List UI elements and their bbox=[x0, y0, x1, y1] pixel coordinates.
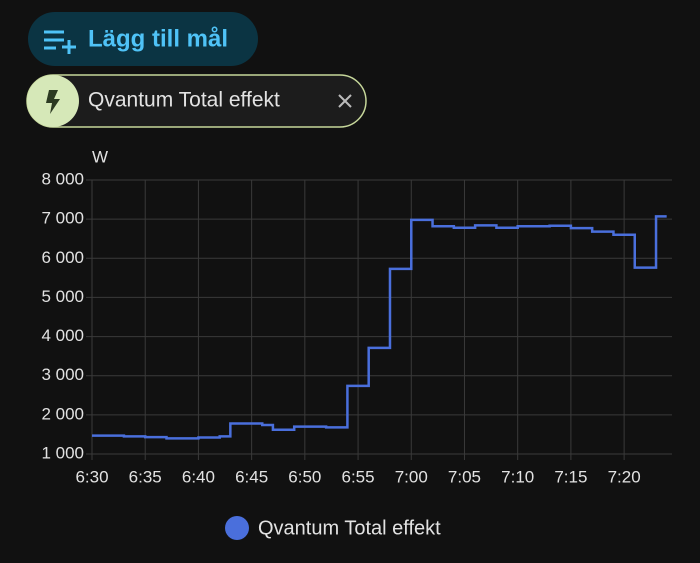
x-tick-label: 6:35 bbox=[129, 467, 162, 486]
x-tick-label: 6:40 bbox=[182, 467, 215, 486]
button-bg bbox=[28, 12, 258, 66]
chip-label: Qvantum Total effekt bbox=[88, 89, 280, 112]
x-tick-label: 7:10 bbox=[501, 467, 534, 486]
y-tick-label: 3 000 bbox=[41, 365, 84, 384]
x-tick-label: 7:05 bbox=[448, 467, 481, 486]
legend-label: Qvantum Total effekt bbox=[258, 517, 441, 539]
x-tick-label: 6:30 bbox=[75, 467, 108, 486]
y-tick-label: 1 000 bbox=[41, 443, 84, 462]
x-tick-label: 6:50 bbox=[288, 467, 321, 486]
legend-marker bbox=[225, 516, 249, 540]
y-tick-label: 7 000 bbox=[41, 209, 84, 228]
button-label: Lägg till mål bbox=[88, 25, 228, 52]
y-tick-label: 5 000 bbox=[41, 287, 84, 306]
bolt-icon bbox=[46, 90, 60, 114]
entity-chip[interactable]: Qvantum Total effekt bbox=[26, 74, 367, 128]
y-tick-label: 4 000 bbox=[41, 326, 84, 345]
x-tick-label: 6:45 bbox=[235, 467, 268, 486]
x-tick-label: 7:00 bbox=[395, 467, 428, 486]
y-tick-label: 8 000 bbox=[41, 169, 84, 188]
y-tick-label: 2 000 bbox=[41, 404, 84, 423]
y-axis-label: W bbox=[92, 147, 108, 166]
x-tick-label: 7:15 bbox=[554, 467, 587, 486]
x-tick-label: 7:20 bbox=[608, 467, 641, 486]
chip-remove[interactable] bbox=[338, 94, 352, 108]
chart: 1 000 2 000 3 000 4 000 5 000 6 000 7 000 8 000… bbox=[41, 169, 672, 540]
series-line bbox=[92, 215, 667, 440]
x-tick-label: 6:55 bbox=[342, 467, 375, 486]
playlist-add-icon bbox=[44, 30, 76, 54]
add-target-button[interactable]: Lägg till mål bbox=[28, 12, 258, 66]
y-tick-label: 6 000 bbox=[41, 248, 84, 267]
